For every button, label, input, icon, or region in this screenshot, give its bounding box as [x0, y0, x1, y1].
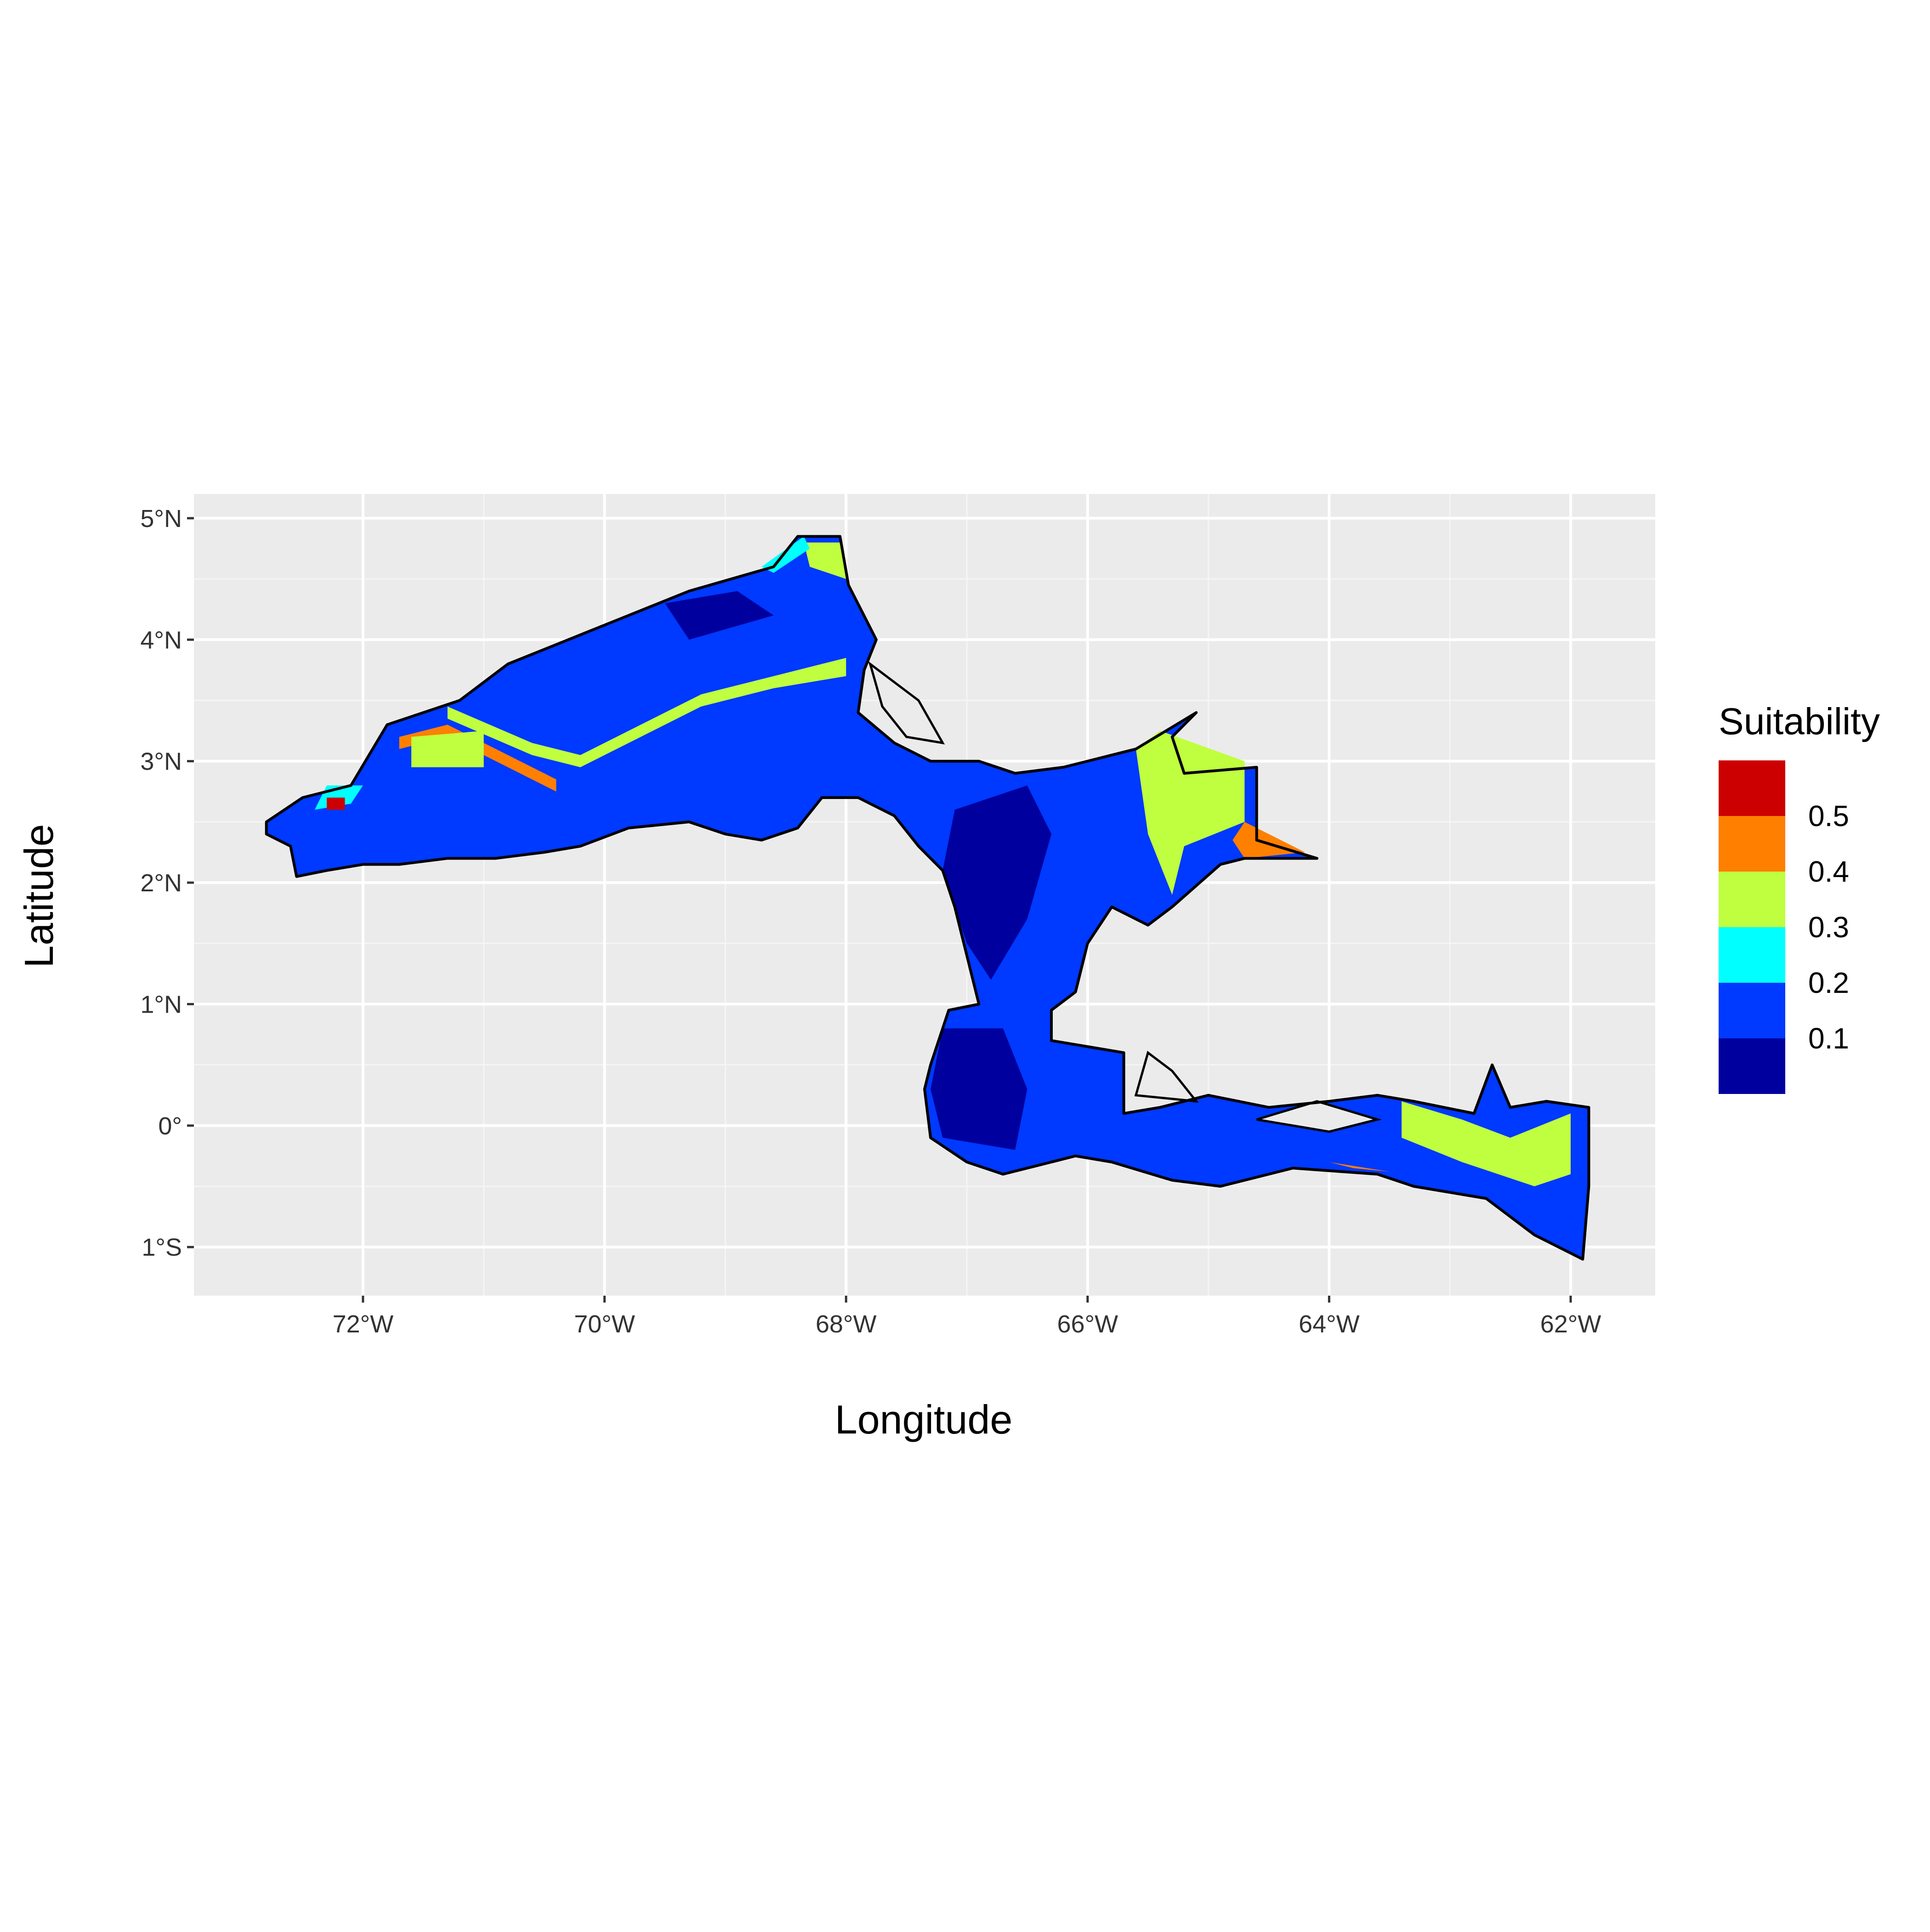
legend-key	[1719, 872, 1785, 927]
x-tick-label: 70°W	[574, 1310, 635, 1338]
x-tick-label: 64°W	[1299, 1310, 1360, 1338]
legend-label: 0.5	[1808, 799, 1849, 833]
y-tick-label: 1°N	[140, 991, 182, 1018]
raster-region-dark-core-b	[931, 1028, 1027, 1150]
raster-region-cyan-east-arm	[1402, 1101, 1571, 1186]
suitability-raster	[266, 536, 1589, 1259]
y-tick-label: 0°	[158, 1112, 182, 1140]
raster-region-dark-core-c	[665, 591, 774, 640]
boundary-outline	[265, 535, 1590, 1261]
raster-region-cyan-stripe-a	[447, 657, 846, 767]
x-tick-label: 66°W	[1057, 1310, 1118, 1338]
legend: Suitability 0.5 0.4 0.3 0.2 0.1	[1719, 701, 1880, 1094]
legend-label: 0.3	[1808, 911, 1849, 944]
y-tick-label: 4°N	[140, 626, 182, 654]
raster-region-west-basin	[266, 536, 1589, 1259]
legend-label: 0.1	[1808, 1022, 1849, 1055]
lake-channel-gap-south	[1134, 1051, 1199, 1103]
legend-key	[1719, 1038, 1785, 1094]
y-tick-label: 1°S	[142, 1234, 182, 1261]
legend-key	[1719, 927, 1785, 983]
legend-label: 0.2	[1808, 966, 1849, 999]
raster-region-cyan-edge-north	[804, 542, 846, 579]
region-outline	[265, 535, 1590, 1261]
raster-region-cyan-block-west	[411, 731, 484, 767]
y-tick-label: 3°N	[140, 748, 182, 776]
y-axis: 5°N 4°N 3°N 2°N 1°N 0° 1°S	[140, 505, 194, 1261]
legend-key	[1719, 816, 1785, 872]
legend-title: Suitability	[1719, 701, 1880, 742]
x-axis: 72°W 70°W 68°W 66°W 64°W 62°W	[333, 1296, 1601, 1338]
legend-label: 0.4	[1808, 855, 1849, 888]
raster-region-dark-core-a	[942, 785, 1051, 980]
lake-channel-gap-east	[1256, 1100, 1382, 1133]
y-tick-label: 2°N	[140, 869, 182, 897]
legend-key	[1719, 760, 1785, 816]
x-tick-label: 68°W	[816, 1310, 877, 1338]
x-tick-label: 72°W	[333, 1310, 394, 1338]
raster-region-orange-edge-north	[761, 536, 810, 573]
lake-river-channel-north	[868, 661, 945, 745]
x-tick-label: 62°W	[1540, 1310, 1601, 1338]
legend-keys: 0.5 0.4 0.3 0.2 0.1	[1719, 760, 1849, 1094]
y-axis-title: Latitude	[16, 824, 62, 968]
raster-region-red-spot-west	[327, 798, 345, 810]
legend-key	[1719, 983, 1785, 1038]
x-axis-title: Longitude	[835, 1397, 1013, 1442]
y-tick-label: 5°N	[140, 505, 182, 533]
